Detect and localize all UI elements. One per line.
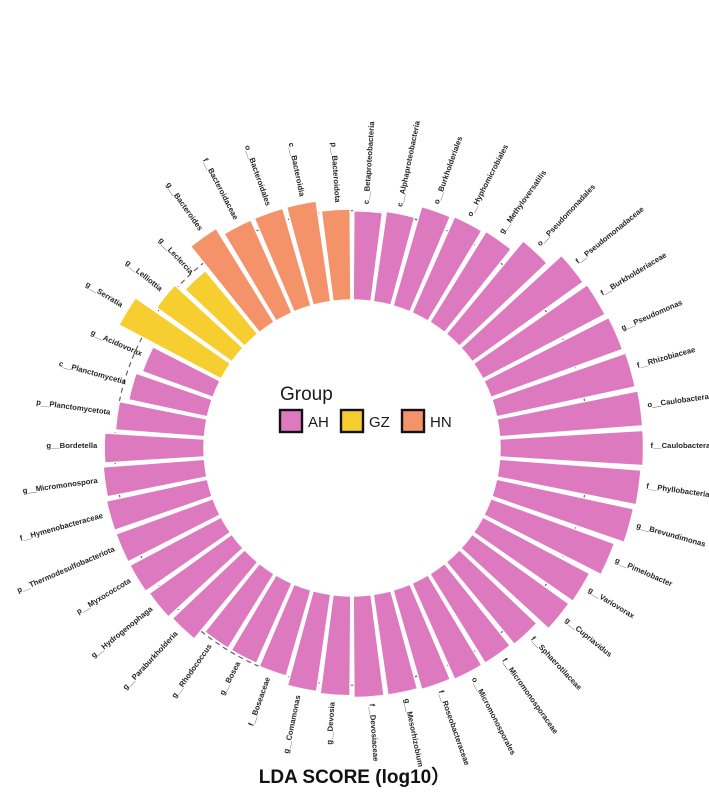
svg-text:Group: Group (280, 384, 333, 405)
svg-text:LDA SCORE (log10）: LDA SCORE (log10） (259, 765, 450, 788)
svg-text:f__Caulobacteraceae: f__Caulobacteraceae (651, 441, 709, 450)
svg-text:AH: AH (308, 414, 329, 431)
svg-text:HN: HN (430, 414, 452, 431)
svg-text:GZ: GZ (369, 414, 390, 431)
svg-text:g__Bordetella: g__Bordetella (46, 441, 98, 450)
